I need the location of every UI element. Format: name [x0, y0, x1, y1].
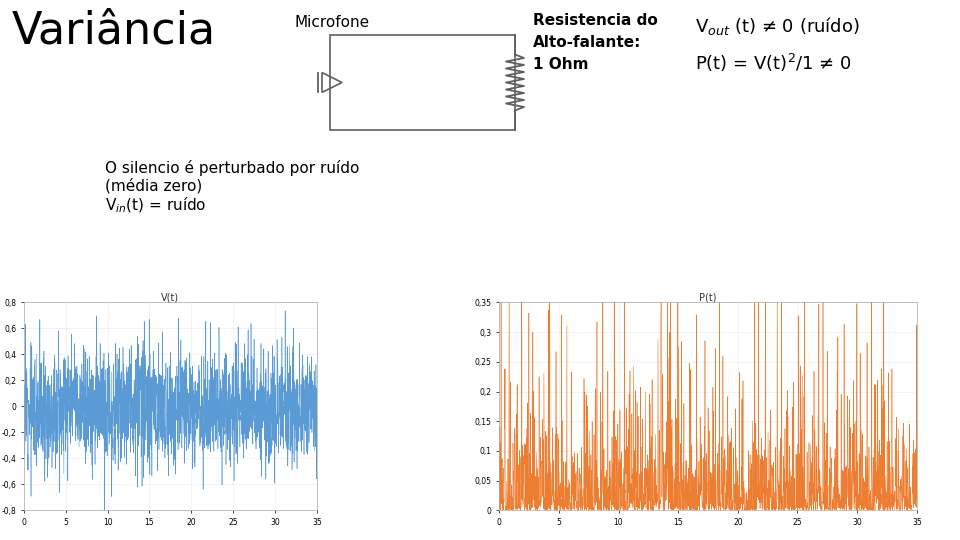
Title: V(t): V(t)	[161, 292, 180, 302]
Bar	[330, 35, 515, 130]
Text: P(t) = V(t)$^2$/1 ≠ 0: P(t) = V(t)$^2$/1 ≠ 0	[695, 52, 852, 74]
Text: V$_{out}$ (t) ≠ 0 (ruído): V$_{out}$ (t) ≠ 0 (ruído)	[695, 15, 860, 37]
Text: Microfone: Microfone	[295, 15, 371, 30]
Text: O silencio é perturbado por ruído: O silencio é perturbado por ruído	[105, 160, 359, 176]
Text: Variância: Variância	[12, 10, 216, 53]
Title: P(t): P(t)	[699, 292, 717, 302]
Text: Resistencia do
Alto-falante:
1 Ohm: Resistencia do Alto-falante: 1 Ohm	[533, 13, 658, 72]
Text: V$_{in}$(t) = ruído: V$_{in}$(t) = ruído	[105, 196, 206, 215]
Text: (média zero): (média zero)	[105, 178, 203, 193]
